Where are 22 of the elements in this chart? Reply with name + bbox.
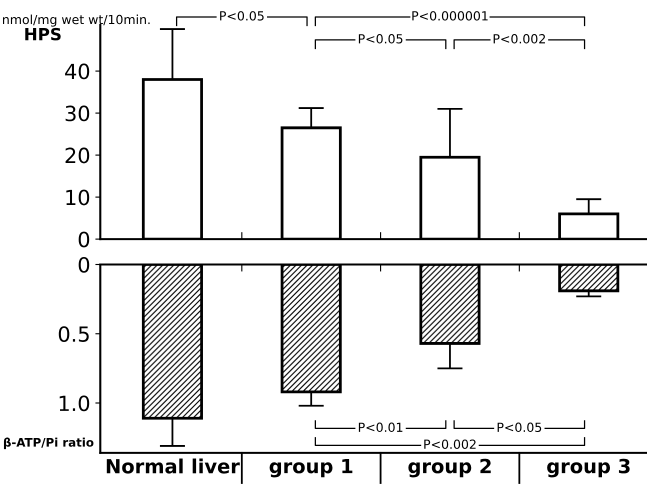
annotation: P<0.002	[424, 440, 476, 449]
y-tick-label: 1.0	[60, 395, 90, 412]
annotation: P<0.05	[358, 34, 402, 44]
x-tick-label: Normal liver	[106, 458, 240, 474]
y-tick-label: 0	[78, 256, 90, 273]
y-tick-label: 10	[66, 190, 90, 206]
text: P<0.000001	[412, 11, 488, 21]
y-tick-label: 0	[78, 232, 90, 248]
x-tick-label: group 2	[408, 458, 491, 478]
annotation: P<0.01	[358, 422, 402, 432]
x-tick-label: group 3	[547, 458, 630, 478]
y-axis-title: HPS	[25, 28, 61, 40]
x-tick-label: group 1	[270, 458, 352, 478]
annotation: nmol/mg wet wt/10min.	[3, 14, 150, 27]
annotation: P<0.002	[494, 34, 545, 44]
text: P<0.05	[220, 11, 264, 21]
y-tick-label: 20	[66, 148, 90, 164]
y-tick-label: 40	[65, 64, 90, 80]
y-tick-label: 0.5	[58, 326, 89, 342]
y-tick-label: 30	[66, 106, 90, 122]
annotation: P<0.05	[498, 422, 542, 432]
y-axis-title: β-ATP/Pi ratio	[4, 438, 94, 450]
